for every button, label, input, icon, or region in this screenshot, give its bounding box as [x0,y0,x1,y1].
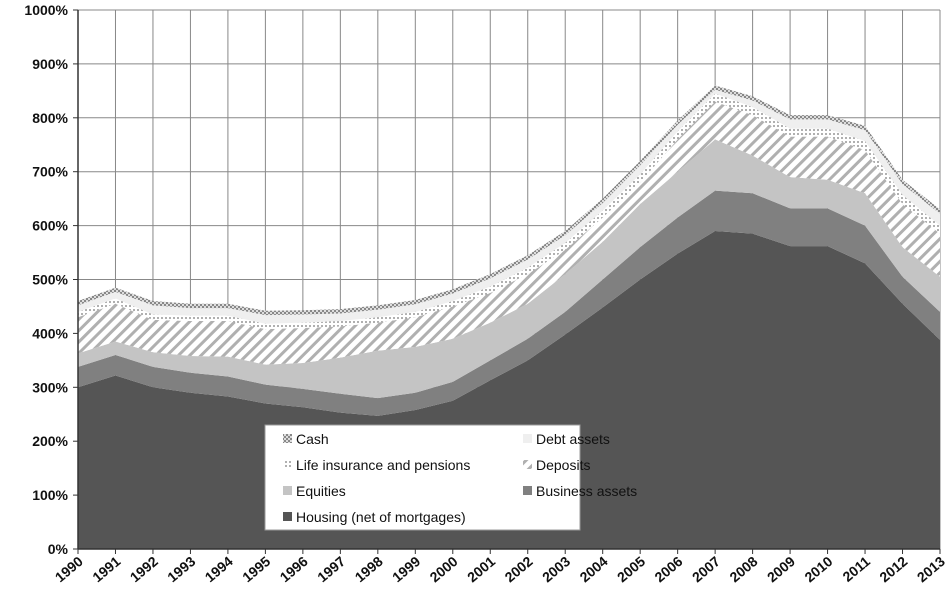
legend-swatch [523,460,532,469]
y-tick-label: 500% [32,272,68,288]
area [78,93,940,330]
y-tick-label: 200% [32,433,68,449]
x-tick-label: 2010 [801,553,835,585]
area [78,139,940,399]
x-tick-label: 2004 [576,553,610,585]
legend: Cash Debt assets Life insurance and pensio… [264,424,637,531]
x-tick-label: 1993 [164,553,198,585]
area [78,89,940,324]
y-tick-label: 800% [32,110,68,126]
legend-swatch [523,486,532,495]
x-tick-label: 1992 [127,553,161,585]
legend-swatch [523,434,532,443]
x-tick-label: 2013 [914,553,945,585]
legend-label: Equities [296,483,346,499]
legend-label: Debt assets [536,431,610,447]
y-tick-label: 100% [32,487,68,503]
legend-label: Life insurance and pensions [296,457,470,473]
x-tick-label: 1994 [202,553,236,585]
legend-swatch [283,434,292,443]
x-tick-label: 2003 [539,553,573,585]
x-tick-label: 1996 [277,553,311,585]
legend-label: Business assets [536,483,637,499]
x-tick-label: 2006 [651,553,685,585]
legend-label: Deposits [536,457,590,473]
area [78,101,940,365]
x-tick-label: 2009 [764,553,798,585]
y-tick-label: 1000% [24,2,68,18]
legend-swatch [283,486,292,495]
x-tick-label: 1998 [352,553,386,585]
legend-label: Cash [296,431,329,447]
y-tick-label: 700% [32,164,68,180]
y-tick-label: 600% [32,218,68,234]
x-tick-label: 1990 [52,553,86,585]
x-tick-label: 2000 [427,553,461,585]
x-tick-label: 2001 [464,553,498,585]
x-tick-label: 2002 [502,553,536,585]
x-tick-label: 1991 [89,553,123,585]
y-tick-label: 400% [32,325,68,341]
legend-label: Housing (net of mortgages) [296,509,466,525]
y-tick-label: 900% [32,56,68,72]
x-tick-label: 2005 [614,553,648,585]
x-tick-label: 1999 [389,553,423,585]
x-tick-label: 2012 [876,553,910,585]
y-tick-label: 0% [48,541,69,557]
x-tick-label: 2011 [839,553,873,585]
legend-swatch [283,460,292,469]
legend-swatch [283,512,292,521]
x-tick-label: 2007 [689,553,723,585]
x-tick-label: 1995 [239,553,273,585]
x-tick-label: 1997 [314,553,348,585]
y-tick-label: 300% [32,379,68,395]
x-tick-label: 2008 [726,553,760,585]
